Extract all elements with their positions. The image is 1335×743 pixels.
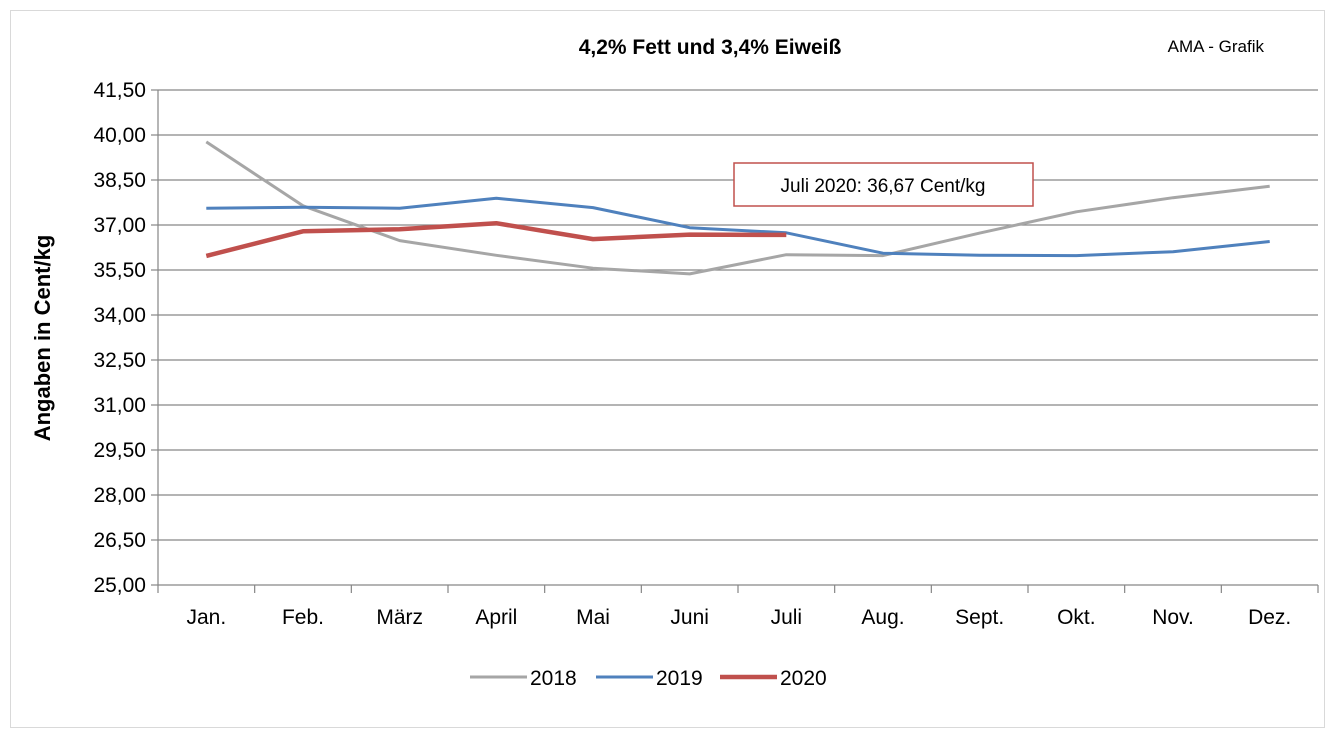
y-tick-label: 25,00: [93, 574, 146, 597]
annotation: Juli 2020: 36,67 Cent/kg: [734, 163, 1033, 206]
chart-title: 4,2% Fett und 3,4% Eiweiß: [579, 36, 842, 59]
y-tick-label: 40,00: [93, 124, 146, 147]
x-tick-label: Nov.: [1152, 606, 1194, 629]
y-tick-label: 37,00: [93, 214, 146, 237]
y-tick-label: 41,50: [93, 79, 146, 102]
y-tick-label: 26,50: [93, 529, 146, 552]
y-tick-label: 28,00: [93, 484, 146, 507]
x-tick-label: Feb.: [282, 606, 324, 629]
y-tick-label: 31,00: [93, 394, 146, 417]
x-tick-label: Dez.: [1248, 606, 1291, 629]
legend-label-2018: 2018: [530, 667, 577, 690]
x-tick-label: April: [475, 606, 517, 629]
x-tick-label: Okt.: [1057, 606, 1096, 629]
x-tick-label: März: [376, 606, 423, 629]
y-tick-label: 34,00: [93, 304, 146, 327]
x-tick-label: Aug.: [861, 606, 904, 629]
legend-label-2020: 2020: [780, 667, 827, 690]
source-label: AMA - Grafik: [1168, 37, 1265, 56]
x-tick-label: Mai: [576, 606, 610, 629]
y-tick-label: 32,50: [93, 349, 146, 372]
y-axis-label: Angaben in Cent/kg: [30, 235, 55, 442]
annotation-text: Juli 2020: 36,67 Cent/kg: [781, 176, 986, 197]
x-tick-label: Juli: [771, 606, 803, 629]
x-tick-label: Sept.: [955, 606, 1004, 629]
x-tick-label: Jan.: [186, 606, 226, 629]
x-tick-label: Juni: [670, 606, 709, 629]
legend-label-2019: 2019: [656, 667, 703, 690]
y-tick-label: 29,50: [93, 439, 146, 462]
y-tick-label: 35,50: [93, 259, 146, 282]
y-tick-label: 38,50: [93, 169, 146, 192]
